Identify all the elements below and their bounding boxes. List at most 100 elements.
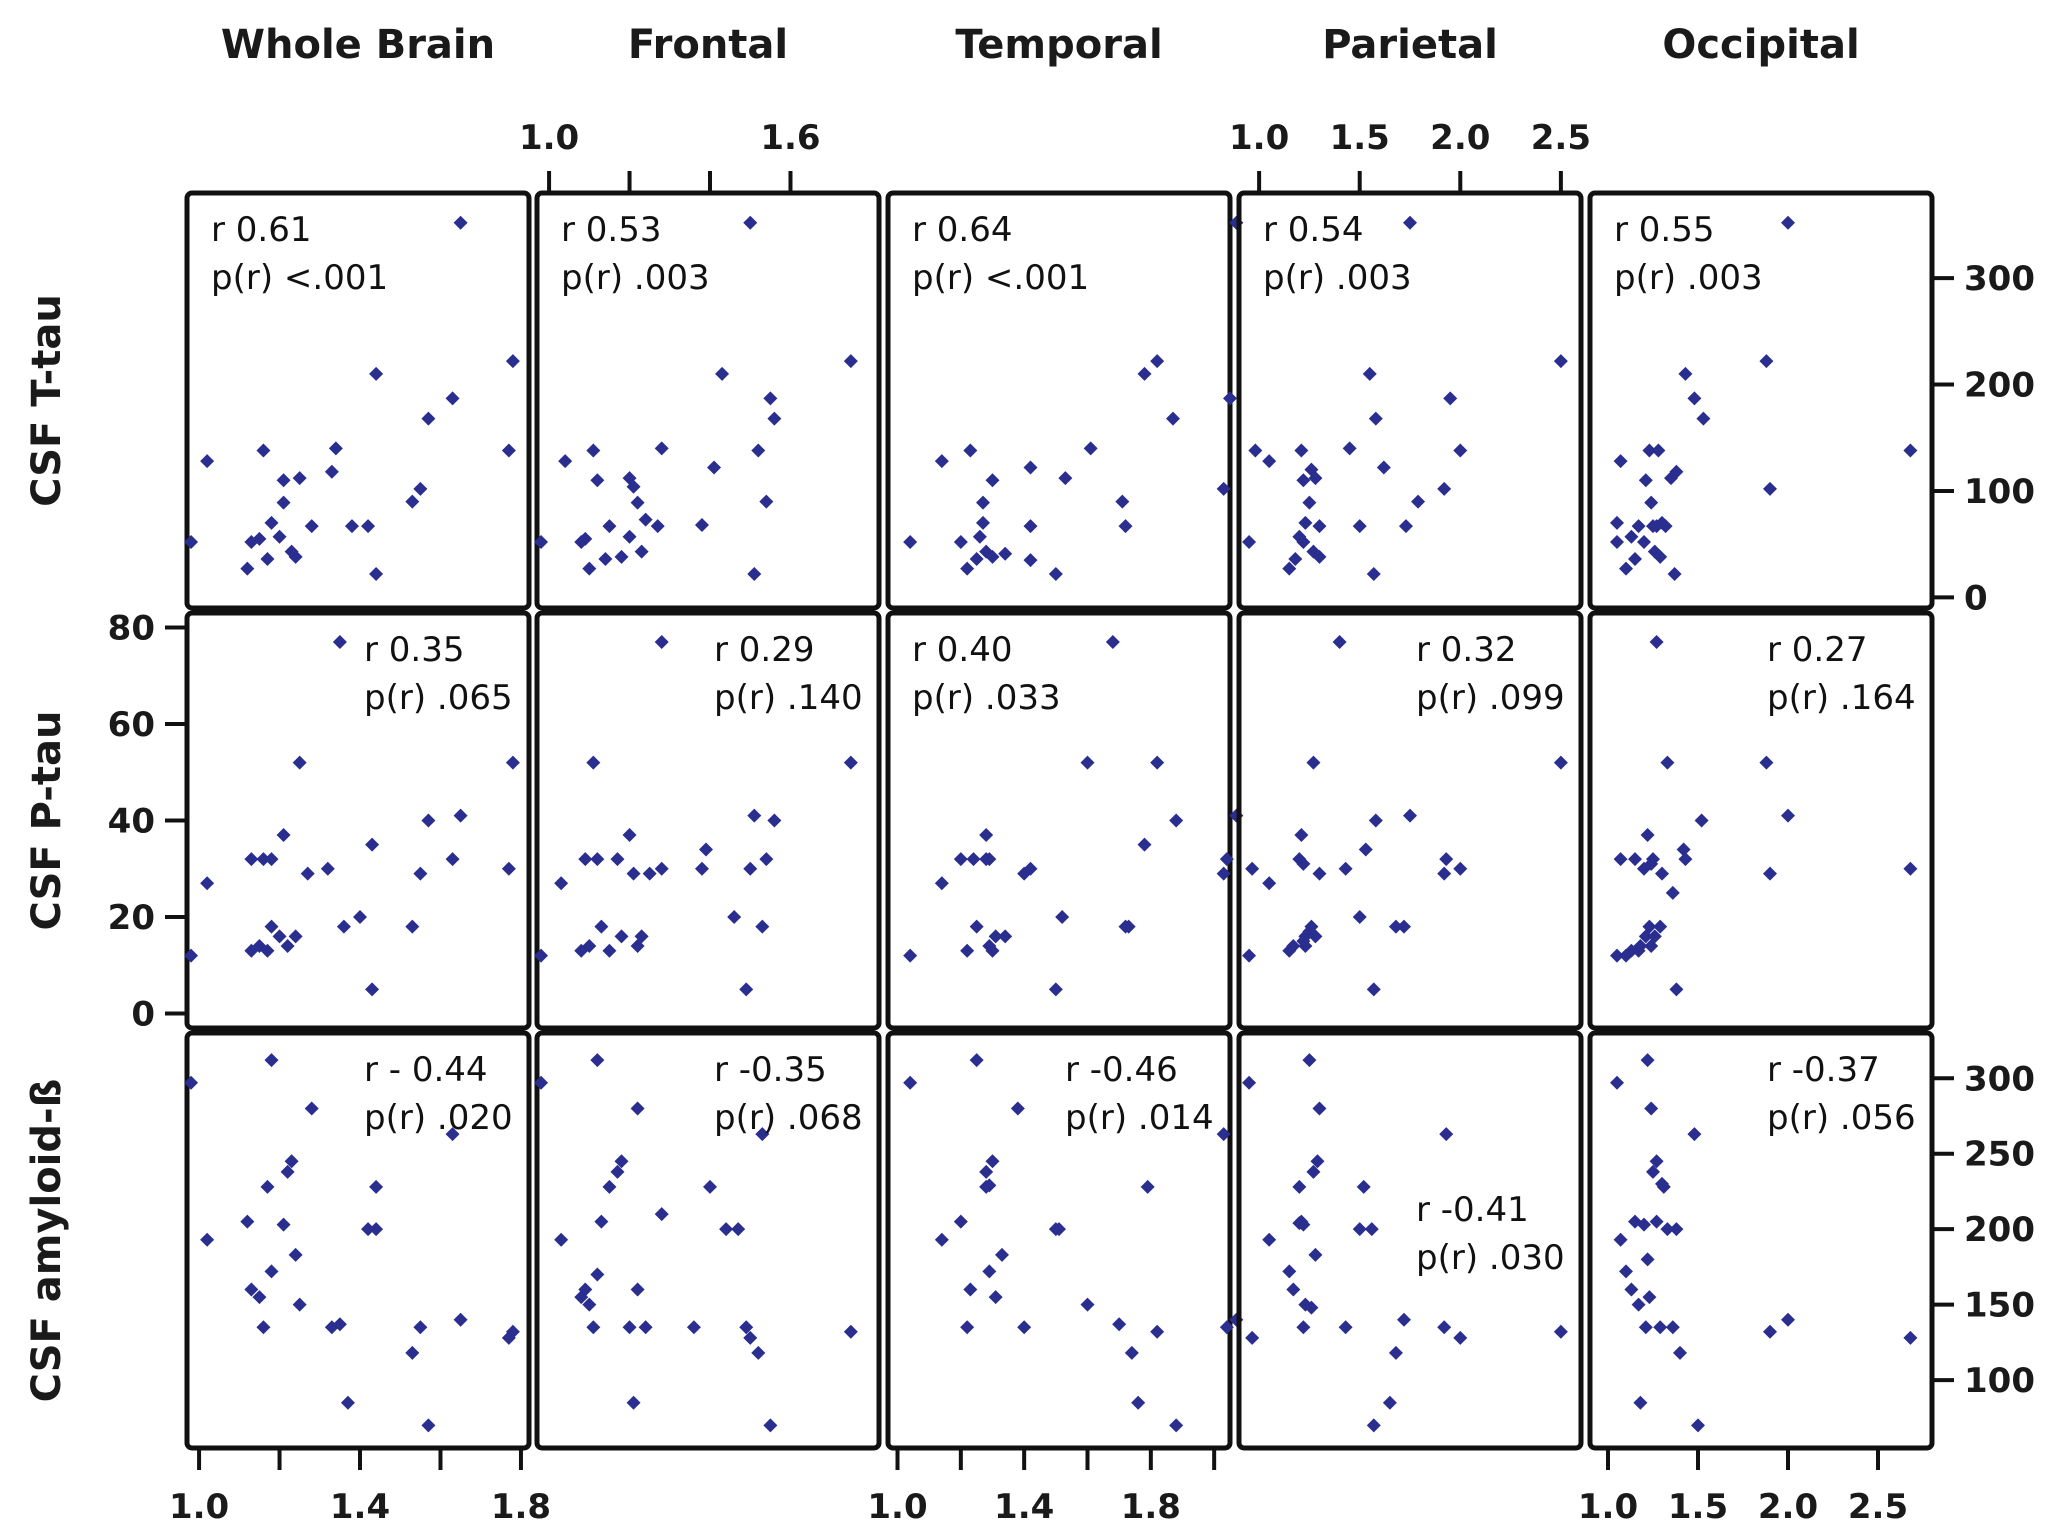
data-point — [1633, 938, 1648, 953]
data-point — [1302, 495, 1317, 510]
x-tick-label: 1.0 — [519, 118, 579, 158]
data-point — [292, 1297, 307, 1312]
data-point — [1655, 866, 1669, 881]
data-point — [622, 1320, 637, 1335]
data-point — [1352, 910, 1367, 925]
data-point — [1653, 1320, 1668, 1335]
data-point — [184, 1075, 199, 1090]
data-point — [340, 1395, 355, 1410]
data-point — [966, 852, 981, 867]
panel-frame — [184, 190, 532, 611]
x-tick-label: 2.5 — [1531, 118, 1591, 158]
data-point — [1781, 215, 1795, 230]
data-point — [1312, 1101, 1327, 1116]
panel-frame — [885, 190, 1233, 611]
data-point — [1651, 443, 1666, 458]
data-point — [1364, 1222, 1379, 1237]
data-point — [256, 1320, 271, 1335]
data-point — [1678, 366, 1693, 381]
data-point — [1696, 411, 1711, 426]
data-point — [336, 919, 351, 934]
data-point — [1338, 1320, 1353, 1335]
data-point — [1669, 1222, 1684, 1237]
data-point — [1121, 919, 1136, 934]
data-point — [686, 1320, 701, 1335]
y-tick-label: 300 — [1964, 1059, 2035, 1099]
data-point — [1262, 1232, 1277, 1247]
x-tick-label: 1.6 — [760, 118, 820, 158]
r-value-label: r 0.64 — [912, 210, 1013, 250]
row-label-1: CSF P-tau — [24, 711, 70, 931]
data-point — [1282, 1264, 1297, 1279]
data-point — [590, 1267, 605, 1282]
data-point — [1655, 1176, 1669, 1191]
data-point — [614, 929, 629, 944]
data-point — [1112, 1317, 1127, 1332]
data-point — [1294, 443, 1309, 458]
data-point — [1665, 1320, 1680, 1335]
data-point — [654, 441, 669, 456]
panel-frame — [1236, 610, 1584, 1031]
data-point — [638, 1320, 653, 1335]
data-point — [1052, 1222, 1066, 1237]
data-point — [1286, 1282, 1301, 1297]
data-point — [578, 852, 593, 867]
data-point — [1358, 842, 1373, 857]
data-point — [1388, 1345, 1403, 1360]
p-value-label: p(r) .068 — [714, 1098, 863, 1138]
data-point — [1262, 876, 1277, 891]
data-point — [240, 1214, 255, 1229]
p-value-label: p(r) .014 — [1065, 1098, 1214, 1138]
data-point — [332, 634, 347, 649]
data-point — [610, 852, 625, 867]
y-axis-1: 0 20 40 60 80 — [108, 608, 187, 1035]
data-point — [534, 948, 549, 963]
data-point — [972, 529, 987, 544]
data-point — [1642, 919, 1657, 934]
data-point — [252, 1290, 267, 1305]
data-point — [1903, 861, 1918, 876]
data-point — [1137, 366, 1152, 381]
data-point — [1637, 1217, 1651, 1232]
data-point — [505, 755, 520, 770]
p-value-label: p(r) .003 — [561, 258, 710, 298]
x-tick-label: 1.4 — [994, 1487, 1054, 1527]
data-point — [1660, 755, 1675, 770]
y-tick-label: 200 — [1964, 1210, 2035, 1250]
data-point — [979, 827, 994, 842]
column-title-1: Frontal — [628, 22, 788, 68]
x-tick-label: 1.5 — [1330, 118, 1390, 158]
panel-frame — [534, 610, 882, 1031]
x-tick-label: 2.0 — [1430, 118, 1490, 158]
data-point — [405, 1345, 420, 1360]
data-point — [759, 494, 774, 509]
data-point — [1613, 454, 1628, 469]
data-point — [731, 1222, 746, 1237]
data-point — [1443, 391, 1458, 406]
data-point — [953, 852, 968, 867]
panel-frame — [1587, 610, 1935, 1031]
data-point — [1619, 561, 1633, 576]
data-point — [903, 1075, 918, 1090]
data-point — [594, 1214, 609, 1229]
data-point — [622, 827, 637, 842]
data-point — [1304, 462, 1319, 477]
data-point — [963, 443, 978, 458]
data-point — [369, 566, 384, 581]
data-point — [1638, 473, 1653, 488]
r-value-label: r 0.35 — [364, 630, 465, 670]
data-point — [1023, 519, 1038, 534]
data-point — [1624, 1282, 1639, 1297]
data-point — [284, 1154, 299, 1169]
data-point — [626, 866, 641, 881]
data-point — [1678, 852, 1693, 867]
data-point — [1262, 454, 1277, 469]
r-value-label: r 0.54 — [1263, 210, 1364, 250]
x-tick-label: 1.4 — [330, 1487, 390, 1527]
data-point — [1023, 861, 1038, 876]
data-point — [1296, 1320, 1311, 1335]
data-point — [1763, 1324, 1777, 1339]
data-point — [654, 634, 669, 649]
panel-frame — [534, 190, 882, 611]
data-point — [365, 982, 380, 997]
